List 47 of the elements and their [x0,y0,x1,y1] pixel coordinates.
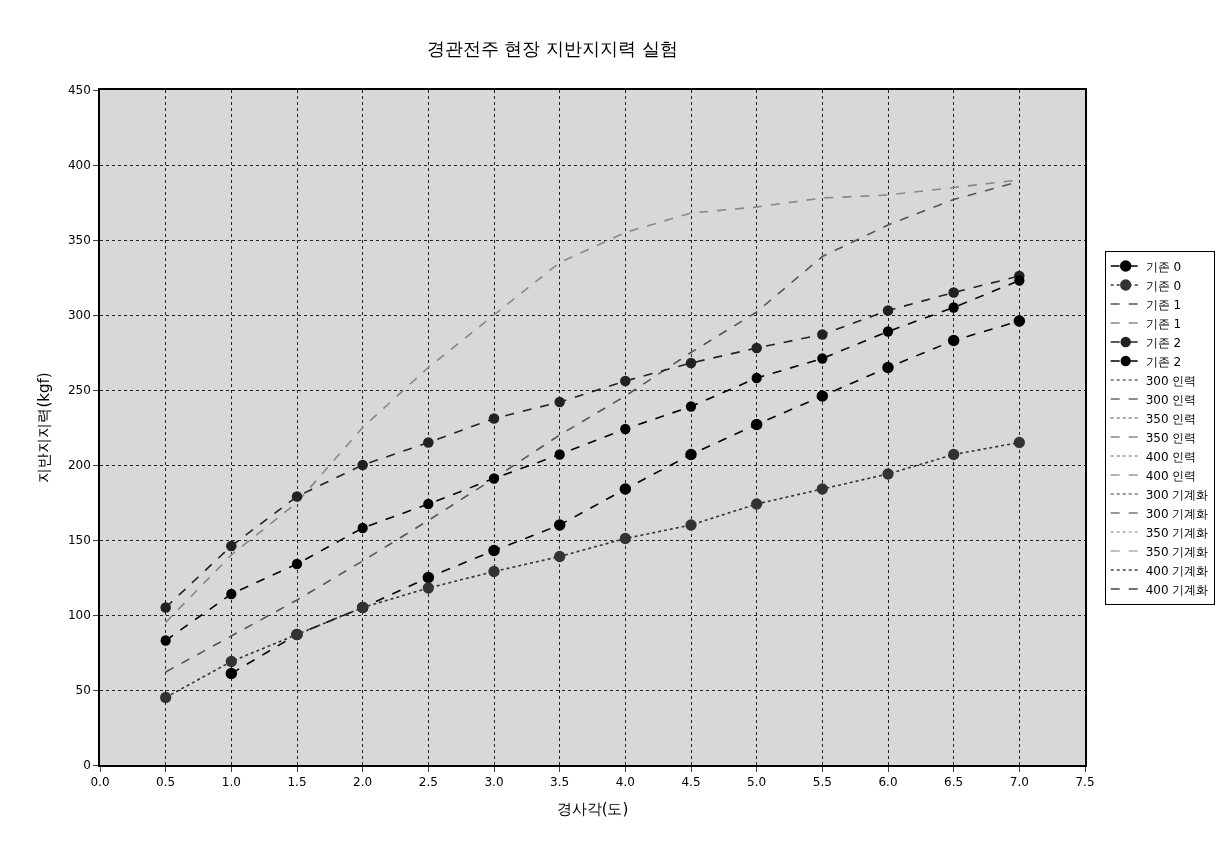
y-tick-label: 150 [67,533,91,548]
legend-label: 350 기계화 [1145,544,1209,559]
x-tick-label: 5.0 [747,775,767,790]
legend-label: 400 인력 [1145,468,1197,483]
legend-label: 기존 1 [1145,297,1182,312]
y-tick-label: 200 [67,458,91,473]
y-tick-label: 50 [75,683,91,698]
y-tick-label: 100 [67,608,91,623]
y-tick-label: 250 [67,383,91,398]
x-tick-label: 2.0 [353,775,373,790]
x-tick-label: 3.0 [484,775,504,790]
x-axis-title: 경사각(도) [556,799,629,818]
x-tick-label: 4.0 [615,775,635,790]
x-tick-label: 4.5 [681,775,701,790]
legend-label: 300 인력 [1145,373,1197,388]
x-tick-label: 0.5 [156,775,176,790]
y-tick-label: 0 [83,758,91,773]
legend-label: 기존 2 [1145,354,1182,369]
x-tick-label: 7.0 [1009,775,1029,790]
y-tick-label: 400 [67,158,91,173]
legend-label: 350 인력 [1145,430,1197,445]
legend-label: 400 기계화 [1145,582,1209,597]
y-tick-label: 350 [67,233,91,248]
x-tick-label: 1.5 [287,775,307,790]
legend-label: 기존 2 [1145,335,1182,350]
legend-label: 400 인력 [1145,449,1197,464]
x-tick-label: 1.0 [221,775,241,790]
x-tick-label: 6.0 [878,775,898,790]
y-tick-label: 300 [67,308,91,323]
x-tick-label: 0.0 [90,775,110,790]
legend-label: 기존 0 [1145,278,1182,293]
legend-label: 350 인력 [1145,411,1197,426]
legend-label: 기존 0 [1145,259,1182,274]
x-tick-label: 7.5 [1075,775,1095,790]
legend-label: 300 기계화 [1145,487,1209,502]
legend-label: 350 기계화 [1145,525,1209,540]
legend-label: 400 기계화 [1145,563,1209,578]
x-tick-label: 6.5 [944,775,964,790]
y-axis-title: 지반지지력(kgf) [34,372,53,483]
x-tick-label: 3.5 [550,775,570,790]
legend-label: 300 기계화 [1145,506,1209,521]
chart-title: 경관전주 현장 지반지지력 실험 [426,37,678,59]
legend-label: 기존 1 [1145,316,1182,331]
x-tick-label: 5.5 [812,775,832,790]
y-tick-label: 450 [67,83,91,98]
legend-label: 300 인력 [1145,392,1197,407]
x-tick-label: 2.5 [418,775,438,790]
